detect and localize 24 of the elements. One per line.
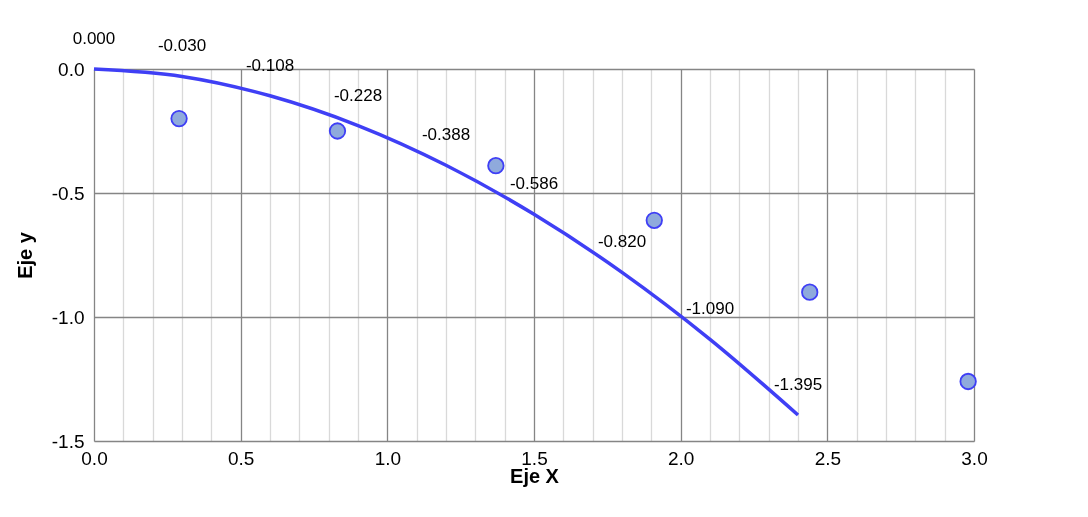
data-label: 0.000	[72, 29, 116, 48]
data-label: -0.586	[509, 174, 559, 194]
data-label: -0.388	[421, 125, 471, 145]
x-tick-label: 0.5	[227, 447, 255, 469]
x-tick-label: 3.0	[961, 447, 988, 469]
y-axis-title: Eje y	[13, 231, 36, 279]
data-label: -0.108	[245, 55, 295, 75]
y-tick-label: -0.5	[51, 182, 85, 204]
point	[801, 283, 819, 301]
point	[959, 372, 977, 391]
y-tick-label: -1.0	[51, 306, 85, 328]
data-label: -0.030	[157, 36, 207, 56]
data-label: -1.090	[685, 299, 735, 319]
data-label: -0.820	[597, 232, 647, 252]
data-label: -1.395	[773, 374, 823, 394]
y-tick-label: 0.0	[58, 58, 85, 80]
x-tick-label: 2.0	[667, 447, 695, 469]
x-tick-label: 1.0	[374, 447, 402, 469]
point	[328, 122, 347, 140]
data-label: -0.228	[333, 85, 383, 105]
point	[487, 157, 505, 175]
point	[170, 109, 188, 128]
point	[645, 211, 663, 229]
x-tick-label: 2.5	[814, 447, 842, 469]
